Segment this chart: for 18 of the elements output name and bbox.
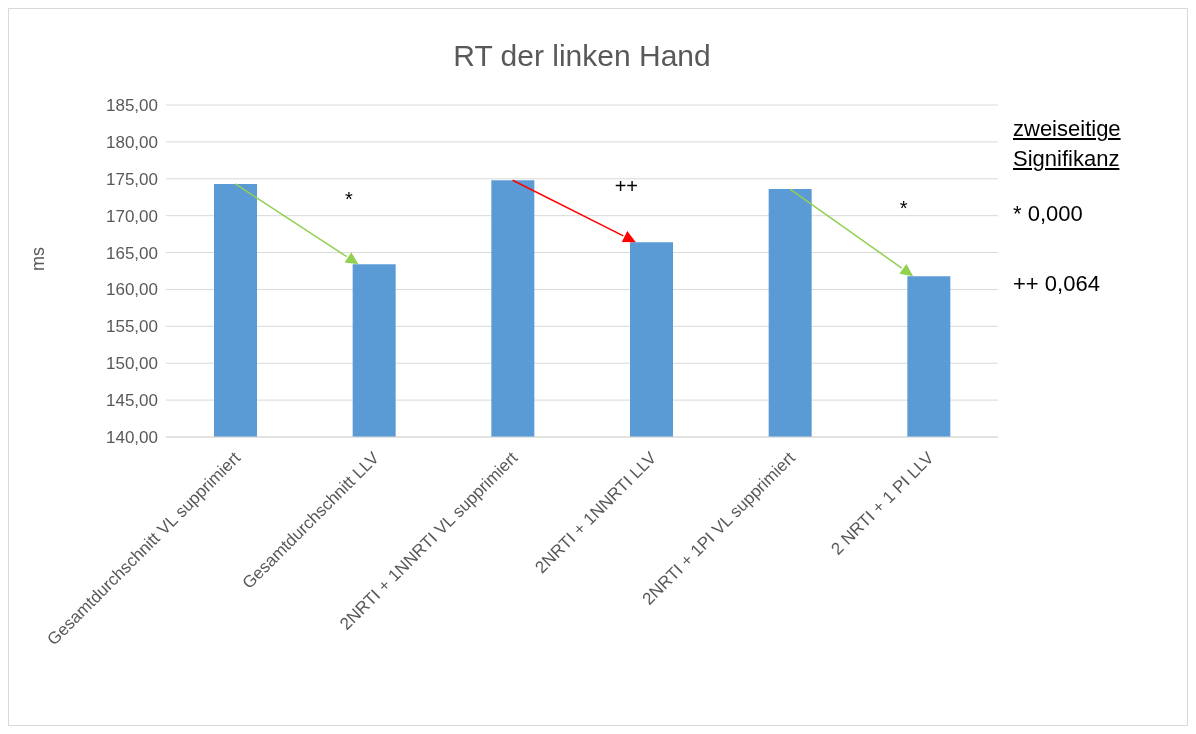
y-tick-label: 180,00 [106, 132, 158, 152]
y-tick-label: 145,00 [106, 391, 158, 411]
y-tick-label: 165,00 [106, 243, 158, 263]
y-tick-label: 140,00 [106, 428, 158, 448]
y-tick-label: 150,00 [106, 354, 158, 374]
y-axis-title: ms [28, 247, 49, 271]
y-tick-label: 170,00 [106, 206, 158, 226]
chart-title: RT der linken Hand [452, 39, 712, 73]
annotation: * [345, 188, 354, 211]
annotation: ++ [614, 175, 639, 198]
text: zweiseitige Signifikanz [1013, 115, 1122, 173]
y-tick-label: 155,00 [106, 317, 158, 337]
text: * 0,000 [1013, 200, 1084, 228]
annotation: * [899, 196, 908, 219]
y-tick-label: 185,00 [106, 96, 158, 116]
y-tick-label: 160,00 [106, 280, 158, 300]
y-tick-label: 175,00 [106, 169, 158, 189]
text: ++ 0,064 [1013, 270, 1101, 298]
